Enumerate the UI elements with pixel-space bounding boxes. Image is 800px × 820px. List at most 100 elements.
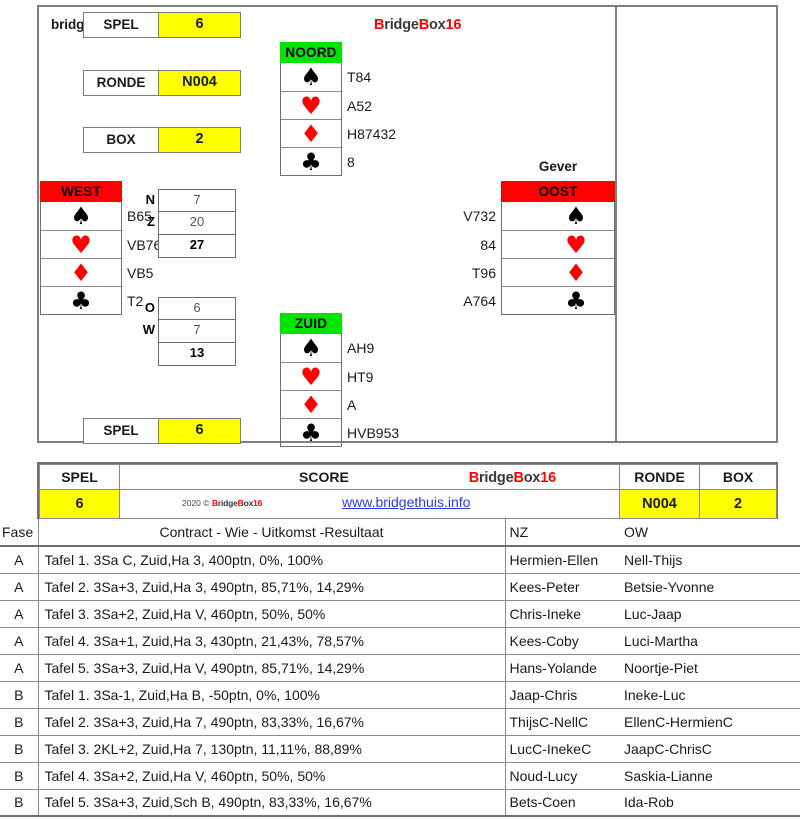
row-nz: Hans-Yolande [505, 653, 620, 682]
hand-north-clubs-cards: 8 [347, 153, 355, 170]
table-row[interactable]: B Tafel 1. 3Sa-1, Zuid,Ha B, -50ptn, 0%,… [0, 680, 800, 709]
table-row[interactable]: B Tafel 5. 3Sa+3, Zuid,Sch B, 490ptn, 83… [0, 788, 800, 817]
score-value-spel: 6 [39, 489, 120, 519]
spade-icon: ♠ [70, 202, 92, 230]
results-header-row: Fase Contract - Wie - Uitkomst -Resultaa… [0, 519, 800, 547]
row-nz: Jaap-Chris [505, 680, 620, 709]
hand-north-spades-cards: T84 [347, 69, 372, 85]
suit-row-hearts: ♥ 84 [480, 230, 614, 258]
score-value-box: 2 [699, 489, 777, 519]
points-north-south: N 7 Z 20 27 [146, 189, 236, 258]
brand-part-1: B [374, 17, 385, 33]
table-row[interactable]: A Tafel 2. 3Sa+3, Zuid,Ha 3, 490ptn, 85,… [0, 572, 800, 601]
row-fase: A [0, 653, 39, 682]
copyright-mark: © [203, 498, 210, 508]
row-fase: A [0, 572, 39, 601]
hand-west-clubs-cards: T2 [127, 292, 144, 309]
table-row[interactable]: A Tafel 3. 3Sa+2, Zuid,Ha V, 460ptn, 50%… [0, 599, 800, 628]
spade-icon: ♠ [565, 202, 587, 230]
brand-part-2: ridge [478, 469, 514, 486]
score-value-row: 6 2020 © BridgeBox16 www.bridgethuis.inf… [39, 489, 777, 519]
points-west-value: 7 [193, 322, 201, 337]
table-row[interactable]: B Tafel 2. 3Sa+3, Zuid,Ha 7, 490ptn, 83,… [0, 707, 800, 736]
row-contract: Tafel 2. 3Sa+3, Zuid,Ha 3, 490ptn, 85,71… [37, 572, 506, 601]
brand-logo: BridgeBox16 [469, 470, 556, 486]
spade-icon: ♠ [300, 63, 322, 91]
suit-row-clubs: ♣ HVB953 [281, 418, 399, 447]
hand-east-spades-cards: V732 [463, 208, 496, 224]
row-nz: ThijsC-NellC [505, 707, 620, 736]
heart-icon: ♥ [70, 230, 92, 259]
row-contract: Tafel 3. 3Sa+2, Zuid,Ha V, 460ptn, 50%, … [37, 599, 506, 628]
brand-part-5: 16 [540, 469, 556, 486]
brand-part-1: B [468, 469, 479, 486]
row-ow: Luci-Martha [620, 626, 800, 655]
hand-west-suits: ♠ B65 ♥ VB763 ♦ VB5 ♣ T2 [40, 202, 169, 315]
deal-panel: bridgethuis@gmail.com BridgeBox16 NOORD … [37, 5, 778, 447]
score-header-table: SPEL SCORE BridgeBox16 RONDE BOX 6 2020 … [37, 462, 778, 519]
row-contract: Tafel 1. 3Sa C, Zuid,Ha 3, 400ptn, 0%, 1… [37, 545, 506, 574]
row-ow: Betsie-Yvonne [620, 572, 800, 601]
row-fase: A [0, 626, 39, 655]
hand-east-clubs-cards: A764 [463, 292, 496, 309]
website-link[interactable]: www.bridgethuis.info [342, 494, 471, 510]
points-north-dir: N [145, 192, 155, 207]
results-col-ow: OW [620, 519, 800, 547]
brand-logo: BridgeBox16 [374, 17, 461, 33]
row-ow: Ineke-Luc [620, 680, 800, 709]
hand-south: ZUID ♠ AH9 ♥ HT9 ♦ A ♣ HVB953 [280, 313, 399, 447]
points-ew-total: 13 [158, 343, 236, 366]
box-value: 2 [159, 127, 241, 153]
points-east-value: 6 [193, 300, 201, 315]
row-ow: Saskia-Lianne [620, 761, 800, 790]
suit-row-spades: ♠ AH9 [281, 334, 374, 362]
suit-row-diamonds: ♦ H87432 [281, 119, 396, 147]
suit-row-hearts: ♥ A52 [281, 91, 372, 119]
hand-west-diamonds-cards: VB5 [127, 264, 154, 281]
row-contract: Tafel 1. 3Sa-1, Zuid,Ha B, -50ptn, 0%, 1… [37, 680, 506, 709]
diamond-icon: ♦ [300, 390, 322, 419]
points-south: Z 20 [147, 212, 236, 235]
info-row-ronde: RONDE N004 [83, 70, 241, 96]
points-north-value: 7 [193, 192, 201, 207]
suit-row-clubs: ♣ T2 [41, 286, 143, 314]
row-contract: Tafel 5. 3Sa+3, Zuid,Sch B, 490ptn, 83,3… [37, 788, 506, 817]
table-row[interactable]: A Tafel 1. 3Sa C, Zuid,Ha 3, 400ptn, 0%,… [0, 545, 800, 574]
row-ow: JaapC-ChrisC [620, 734, 800, 763]
suit-row-diamonds: ♦ T96 [472, 258, 614, 286]
table-row[interactable]: B Tafel 4. 3Sa+2, Zuid,Ha V, 460ptn, 50%… [0, 761, 800, 790]
table-row[interactable]: A Tafel 4. 3Sa+1, Zuid,Ha 3, 430ptn, 21,… [0, 626, 800, 655]
brand-part-2: ridge [217, 498, 238, 508]
hand-east-hearts-cards: 84 [480, 236, 496, 253]
hand-west-title: WEST [40, 181, 122, 202]
brand-part-4: ox [523, 469, 541, 486]
row-nz: LucC-InekeC [505, 734, 620, 763]
row-ow: Noortje-Piet [620, 653, 800, 682]
score-header-score: SCORE BridgeBox16 [119, 464, 620, 490]
suit-row-diamonds: ♦ VB5 [41, 258, 153, 286]
hand-south-clubs-cards: HVB953 [347, 424, 400, 441]
brand-part-4: ox [243, 498, 254, 508]
suit-row-hearts: ♥ VB763 [41, 230, 169, 259]
score-header-row: SPEL SCORE BridgeBox16 RONDE BOX [39, 464, 777, 490]
hand-south-suits: ♠ AH9 ♥ HT9 ♦ A ♣ HVB953 [280, 334, 399, 447]
hand-south-spades-cards: AH9 [347, 340, 375, 356]
points-south-dir: Z [147, 214, 155, 229]
points-east-west: O 6 W 7 13 [143, 297, 236, 366]
club-icon: ♣ [300, 147, 322, 176]
hand-east: OOST ♠ V732 ♥ 84 ♦ T96 ♣ A764 [463, 181, 615, 315]
suit-row-spades: ♠ V732 [463, 202, 614, 230]
brand-part-3: B [513, 469, 524, 486]
info-row-spel-bottom: SPEL 6 [83, 418, 241, 444]
table-row[interactable]: A Tafel 5. 3Sa+3, Zuid,Ha V, 490ptn, 85,… [0, 653, 800, 682]
club-icon: ♣ [300, 418, 322, 447]
row-contract: Tafel 4. 3Sa+2, Zuid,Ha V, 460ptn, 50%, … [37, 761, 506, 790]
spel-value-bottom: 6 [159, 418, 241, 444]
row-contract: Tafel 2. 3Sa+3, Zuid,Ha 7, 490ptn, 83,33… [37, 707, 506, 736]
table-row[interactable]: B Tafel 3. 2KL+2, Zuid,Ha 7, 130ptn, 11,… [0, 734, 800, 763]
spel-value-top: 6 [159, 12, 241, 38]
hand-west: WEST ♠ B65 ♥ VB763 ♦ VB5 ♣ T2 [40, 181, 169, 315]
row-fase: B [0, 734, 39, 763]
brand-part-3: B [237, 498, 244, 508]
suit-row-clubs: ♣ 8 [281, 147, 355, 176]
